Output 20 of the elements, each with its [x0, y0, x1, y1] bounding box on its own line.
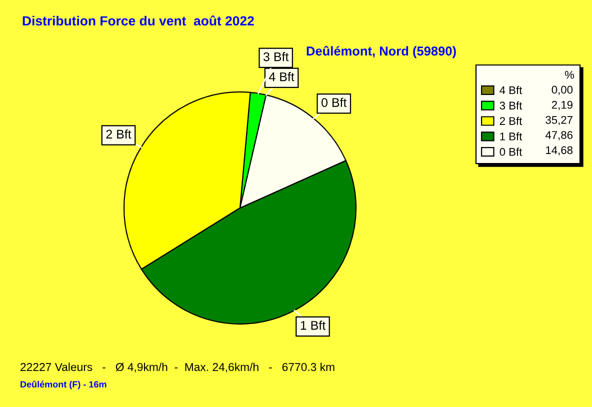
data-label: 2,19 [552, 100, 572, 110]
data-label: 35,27 [546, 116, 572, 126]
legend-label: 3 Bft [500, 101, 522, 110]
legend-label: 1 Bft [500, 132, 522, 140]
chart-subtitle: Deûlémont, Nord (59890) [306, 46, 456, 58]
chart-title: Distribution Force du vent août 2022 [22, 16, 254, 26]
legend-label: 2 Bft [500, 116, 522, 125]
text: 0,00 [552, 86, 573, 95]
legend-label: 4 Bft [500, 86, 522, 94]
data-label: 47,86 [545, 131, 573, 140]
slice-label: 2 Bft [106, 129, 132, 139]
text: Deûlémont (F) - 16m [20, 380, 106, 390]
slice-label: 3 Bft [263, 52, 289, 62]
slice-label: 0 Bft [322, 98, 347, 107]
slice-label: 1 Bft [300, 320, 326, 330]
legend-label: 0 Bft [500, 148, 522, 156]
legend-title: % [564, 70, 574, 79]
data-label: 14,68 [546, 146, 573, 156]
text: 22227 Valeurs - Ø 4,9km/h - Max. 24,6km/h - 6770.3 km [20, 362, 334, 372]
category-label: 4 Bft [268, 72, 294, 82]
